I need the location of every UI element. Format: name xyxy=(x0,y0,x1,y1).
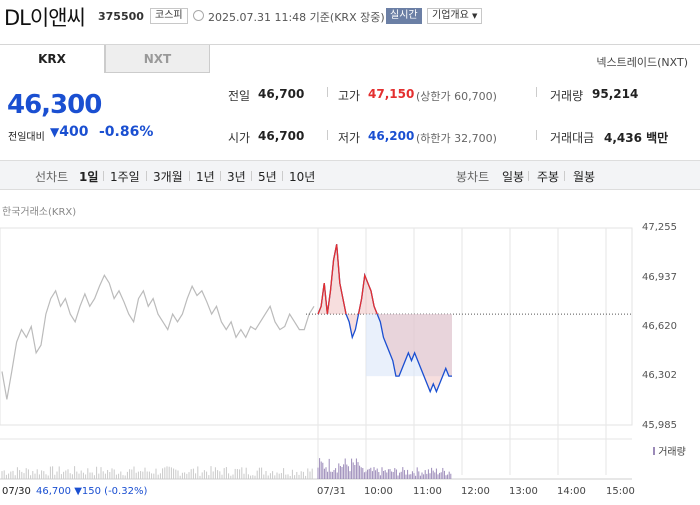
open-label: 시가 xyxy=(228,131,251,145)
separator xyxy=(528,171,529,181)
x-tick-label: 15:00 xyxy=(606,486,635,497)
prev-pct: (-0.32%) xyxy=(104,486,148,497)
market-badge: 코스피 xyxy=(150,8,188,24)
separator xyxy=(189,171,190,181)
change-label: 전일대비 xyxy=(8,132,45,143)
price-chart[interactable] xyxy=(0,210,700,485)
separator xyxy=(146,171,147,181)
volume-legend-label: 거래량 xyxy=(658,447,686,458)
prev-date: 07/30 xyxy=(2,486,31,497)
current-price: 46,300 xyxy=(7,90,102,120)
change-amount: 400 xyxy=(59,124,89,140)
prev-close: 46,700 xyxy=(36,486,72,497)
clock-icon xyxy=(193,10,204,21)
separator xyxy=(564,171,565,181)
period-1y[interactable]: 1년 xyxy=(196,170,215,184)
today-line-up xyxy=(317,244,378,315)
x-tick-label: 11:00 xyxy=(413,486,442,497)
separator xyxy=(251,171,252,181)
period-1d[interactable]: 1일 xyxy=(79,170,99,184)
period-3m[interactable]: 3개월 xyxy=(153,170,183,184)
separator xyxy=(282,171,283,181)
open-value: 46,700 xyxy=(258,129,305,143)
low-label: 저가 xyxy=(338,131,361,145)
volume-legend-swatch xyxy=(653,447,655,455)
y-tick-label: 46,937 xyxy=(642,272,677,283)
x-tick-label: 14:00 xyxy=(557,486,586,497)
separator xyxy=(103,171,104,181)
separator xyxy=(536,130,537,140)
nxt-link[interactable]: 넥스트레이드(NXT) xyxy=(596,56,688,69)
change-value: ▼400 xyxy=(50,124,88,140)
prev-value: 46,700 xyxy=(258,87,305,101)
volume-label: 거래량 xyxy=(550,89,584,103)
stock-name: DL이앤씨 xyxy=(4,6,86,30)
candle-chart-label: 봉차트 xyxy=(456,170,490,184)
live-badge: 실시간 xyxy=(386,8,422,24)
prev-day-line xyxy=(1,274,315,400)
x-tick-label: 10:00 xyxy=(364,486,393,497)
separator xyxy=(327,87,328,97)
y-tick-label: 46,302 xyxy=(642,370,677,381)
y-tick-label: 47,255 xyxy=(642,222,677,233)
area-fill xyxy=(318,244,452,392)
y-tick-label: 45,985 xyxy=(642,420,677,431)
period-10y[interactable]: 10년 xyxy=(289,170,316,184)
company-info-button[interactable]: 기업개요 ▼ xyxy=(427,8,483,24)
company-info-label: 기업개요 xyxy=(432,10,469,21)
triangle-down-icon: ▼ xyxy=(50,125,60,139)
prev-change: ▼150 xyxy=(74,486,101,497)
chevron-down-icon: ▼ xyxy=(472,12,478,20)
separator xyxy=(327,130,328,140)
timestamp: 2025.07.31 11:48 기준(KRX 장중) xyxy=(208,11,385,24)
high-label: 고가 xyxy=(338,89,361,103)
high-value: 47,150 xyxy=(368,87,415,101)
tab-nxt[interactable]: NXT xyxy=(105,45,210,73)
low-value: 46,200 xyxy=(368,129,415,143)
amount-value: 4,436 백만 xyxy=(604,131,669,145)
prev-label: 전일 xyxy=(228,89,251,103)
period-bar xyxy=(0,160,700,190)
candle-monthly[interactable]: 월봉 xyxy=(573,170,596,184)
lower-limit: (하한가 32,700) xyxy=(416,132,497,145)
prev-day-summary: 07/30 46,700 ▼150 (-0.32%) xyxy=(2,486,147,497)
period-1w[interactable]: 1주일 xyxy=(110,170,140,184)
period-5y[interactable]: 5년 xyxy=(258,170,277,184)
volume-value: 95,214 xyxy=(592,87,639,101)
stock-code: 375500 xyxy=(98,10,144,23)
x-tick-label: 13:00 xyxy=(509,486,538,497)
upper-limit: (상한가 60,700) xyxy=(416,90,497,103)
amount-label: 거래대금 xyxy=(550,131,595,145)
volume-legend: 거래량 xyxy=(653,443,686,458)
x-tick-label: 07/31 xyxy=(317,486,346,497)
candle-daily[interactable]: 일봉 xyxy=(502,170,525,184)
period-3y[interactable]: 3년 xyxy=(227,170,246,184)
separator xyxy=(220,171,221,181)
change-percent: -0.86% xyxy=(99,124,154,140)
separator xyxy=(536,87,537,97)
y-tick-label: 46,620 xyxy=(642,321,677,332)
tab-krx[interactable]: KRX xyxy=(0,45,105,73)
x-tick-label: 12:00 xyxy=(461,486,490,497)
plot-frame xyxy=(0,227,633,426)
exchange-label: 한국거래소(KRX) xyxy=(2,207,77,218)
candle-weekly[interactable]: 주봉 xyxy=(537,170,560,184)
divider xyxy=(0,44,700,45)
line-chart-label: 선차트 xyxy=(35,170,69,184)
